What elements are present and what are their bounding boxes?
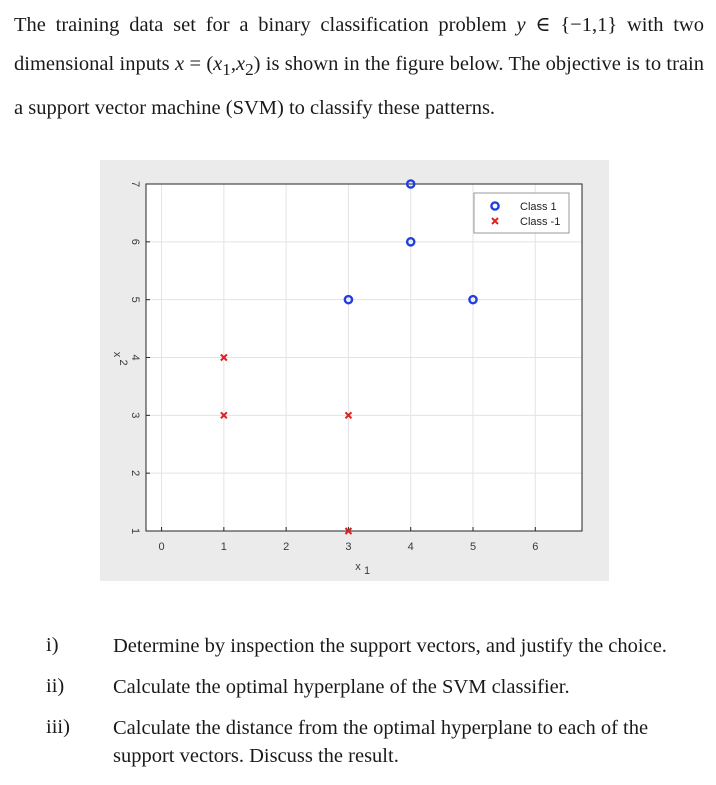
question-text-3: Calculate the distance from the optimal … bbox=[113, 717, 649, 767]
y-tick-label: 3 bbox=[129, 412, 141, 418]
y-tick-label: 2 bbox=[129, 470, 141, 476]
question-text-2: Calculate the optimal hyperplane of the … bbox=[113, 676, 570, 698]
legend-marker-x bbox=[491, 217, 499, 225]
y-tick-label: 6 bbox=[129, 239, 141, 245]
question-number-3: iii) bbox=[46, 716, 70, 738]
x-tick-label: 0 bbox=[159, 541, 165, 553]
x-tick-label: 2 bbox=[283, 541, 289, 553]
scatter-figure: 0 1 2 3 4 5 6 1 2 3 4 5 6 7 x 1 x 2 Class 1 Class -1 bbox=[100, 160, 609, 581]
x-axis-label: x bbox=[355, 561, 361, 573]
math-y: y bbox=[516, 14, 526, 36]
math-sub-2: 2 bbox=[245, 60, 254, 80]
x-tick-label: 4 bbox=[408, 541, 414, 553]
class1-point-2 bbox=[343, 294, 354, 305]
y-tick-label: 4 bbox=[129, 354, 141, 360]
intro-text-2: ∈ {−1,1} with two dimensional inputs bbox=[14, 14, 704, 75]
class-neg1-point-1 bbox=[220, 411, 228, 420]
problem-intro: The training data set for a binary class… bbox=[14, 6, 704, 128]
y-axis-label-sub: 2 bbox=[117, 359, 129, 365]
intro-text-4: ) is shown in the figure below. The obje… bbox=[14, 53, 704, 120]
math-x2: x bbox=[235, 53, 246, 75]
math-sub-1: 1 bbox=[222, 60, 231, 80]
legend-marker-circle bbox=[490, 201, 500, 211]
y-tick-label: 5 bbox=[129, 297, 141, 303]
math-x1: x bbox=[213, 53, 223, 75]
legend-label: Class 1 bbox=[520, 201, 557, 213]
y-axis-label: x bbox=[111, 352, 123, 358]
x-tick-label: 3 bbox=[345, 541, 351, 553]
question-number-1: i) bbox=[46, 634, 59, 656]
y-tick-label: 1 bbox=[129, 528, 141, 534]
math-x: x bbox=[175, 53, 185, 75]
y-tick-label: 7 bbox=[129, 181, 141, 187]
intro-text-1: The training data set for a binary class… bbox=[14, 14, 517, 36]
x-tick-label: 1 bbox=[221, 541, 227, 553]
class-neg1-point-2 bbox=[344, 411, 353, 420]
class-neg1-point-0 bbox=[220, 353, 228, 362]
question-number-2: ii) bbox=[46, 675, 65, 697]
legend-label: Class -1 bbox=[520, 216, 560, 228]
math-comma: , bbox=[230, 53, 236, 75]
legend-box bbox=[473, 192, 570, 234]
question-text-1: Determine by inspection the support vect… bbox=[113, 635, 667, 657]
x-axis-label-sub: 1 bbox=[364, 565, 370, 577]
class-neg1-point-3 bbox=[344, 527, 353, 535]
class1-point-3 bbox=[468, 294, 478, 305]
intro-text-3: = ( bbox=[184, 53, 214, 75]
class1-point-0 bbox=[405, 179, 416, 189]
x-tick-label: 5 bbox=[470, 541, 476, 553]
x-tick-label: 6 bbox=[532, 541, 538, 553]
class1-point-1 bbox=[405, 237, 416, 247]
